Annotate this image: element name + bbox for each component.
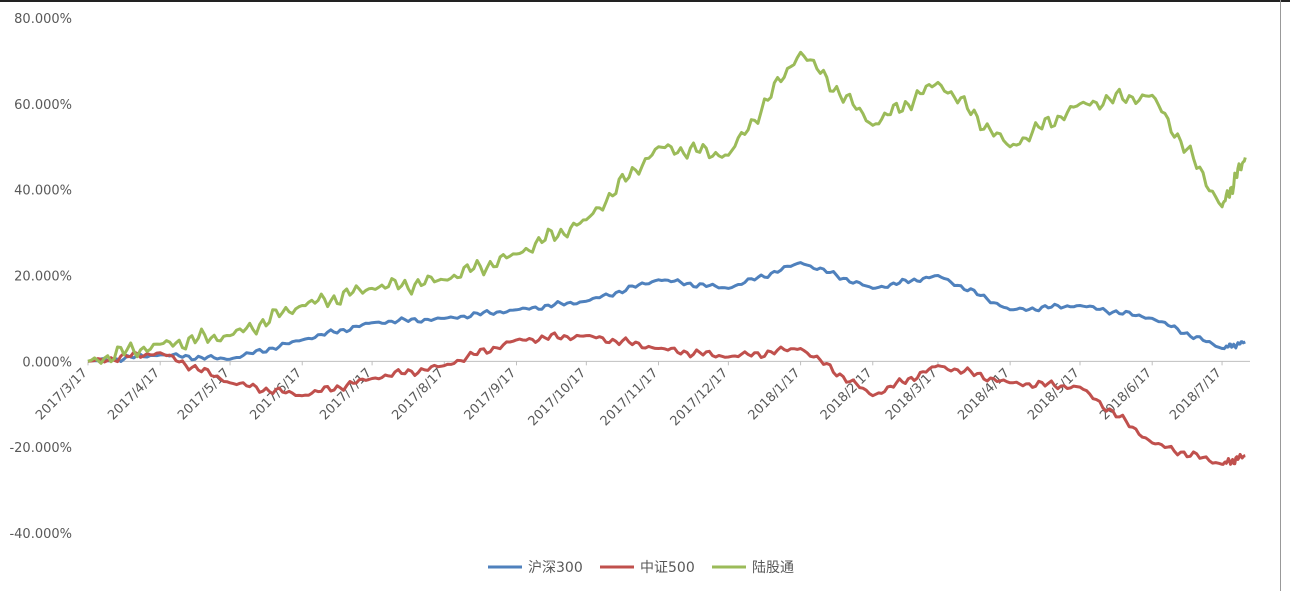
legend-label: 沪深300 bbox=[528, 560, 583, 576]
series-line bbox=[87, 331, 1246, 466]
y-tick-label: 40.000% bbox=[14, 184, 72, 199]
x-tick-label: 2018/4/17 bbox=[955, 366, 1013, 424]
x-tick-label: 2017/10/17 bbox=[526, 366, 590, 430]
x-tick-label: 2018/6/17 bbox=[1097, 366, 1155, 424]
y-axis: 80.000% 60.000% 40.000% 20.000% 0.000% -20.00… bbox=[9, 12, 72, 542]
x-tick-label: 2017/4/17 bbox=[105, 366, 163, 424]
x-tick-label: 2017/11/17 bbox=[598, 366, 662, 430]
y-tick-label: 60.000% bbox=[14, 98, 72, 113]
x-axis: 2017/3/17 2017/4/17 2017/5/17 2017/6/17 2017… bbox=[33, 360, 1250, 430]
x-tick-label: 2018/5/17 bbox=[1025, 366, 1083, 424]
y-tick-label: -40.000% bbox=[9, 527, 72, 542]
x-tick-label: 2017/3/17 bbox=[33, 366, 91, 424]
legend: 沪深300 中证500 陆股通 bbox=[488, 560, 794, 576]
series-line bbox=[87, 50, 1247, 365]
x-tick-label: 2017/5/17 bbox=[175, 366, 233, 424]
y-tick-label: -20.000% bbox=[9, 441, 72, 456]
x-tick-label: 2018/7/17 bbox=[1167, 366, 1225, 424]
x-tick-label: 2018/2/17 bbox=[818, 366, 876, 424]
x-tick-label: 2018/3/17 bbox=[883, 366, 941, 424]
legend-label: 陆股通 bbox=[752, 560, 794, 576]
right-border bbox=[1280, 0, 1281, 591]
x-tick-label: 2017/12/17 bbox=[668, 366, 732, 430]
x-tick-label: 2018/1/17 bbox=[746, 366, 804, 424]
legend-label: 中证500 bbox=[640, 560, 695, 576]
x-tick-label: 2017/9/17 bbox=[462, 366, 520, 424]
series-line bbox=[87, 261, 1246, 363]
top-border bbox=[0, 0, 1290, 2]
y-tick-label: 80.000% bbox=[14, 12, 72, 27]
series-layer bbox=[87, 50, 1247, 466]
y-tick-label: 20.000% bbox=[14, 270, 72, 285]
x-tick-label: 2017/7/17 bbox=[317, 366, 375, 424]
y-tick-label: 0.000% bbox=[22, 355, 72, 370]
